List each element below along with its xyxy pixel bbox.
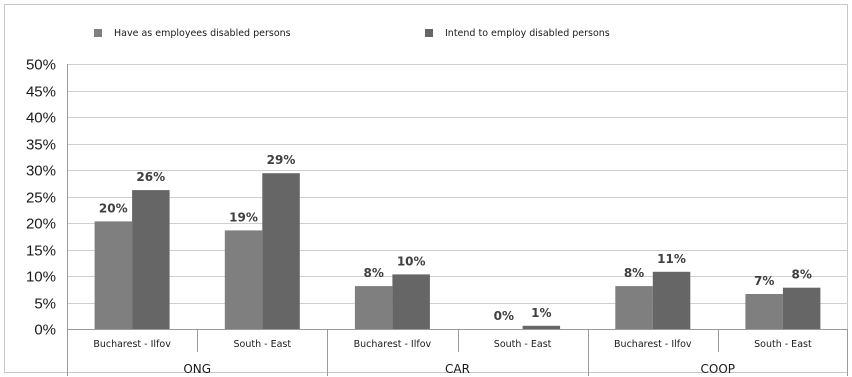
bar	[392, 274, 430, 329]
data-label: 29%	[267, 153, 296, 167]
x-tick-label: South - East	[754, 339, 812, 350]
data-label: 8%	[364, 266, 384, 280]
group-label: COOP	[701, 362, 736, 376]
bar	[132, 190, 170, 329]
bar	[745, 294, 783, 329]
data-label: 8%	[624, 266, 644, 280]
y-tick-label: 35%	[26, 137, 56, 154]
group-label: CAR	[445, 362, 470, 376]
y-tick-label: 20%	[26, 216, 56, 233]
gridlines	[67, 64, 848, 330]
data-label: 11%	[657, 252, 686, 266]
data-label: 8%	[792, 268, 812, 282]
group-label: ONG	[183, 362, 211, 376]
data-label: 26%	[136, 170, 165, 184]
bar	[262, 173, 300, 329]
data-label: 0%	[494, 309, 514, 323]
legend-label: Intend to employ disabled persons	[445, 28, 610, 39]
data-labels: 20% 19% 8% 0% 8% 7% 26% 29% 10% 1% 11% 8%	[99, 153, 812, 323]
x-tick-label: Bucharest - Ilfov	[93, 339, 171, 350]
x-tick-label: South - East	[234, 339, 292, 350]
data-label: 19%	[229, 210, 258, 224]
legend: Have as employees disabled persons Intend…	[94, 28, 610, 39]
bars	[94, 173, 821, 329]
data-label: 7%	[754, 274, 774, 288]
legend-label: Have as employees disabled persons	[114, 28, 291, 39]
y-tick-label: 50%	[26, 57, 56, 74]
x-tick-label: Bucharest - Ilfov	[614, 339, 692, 350]
y-tick-label: 45%	[26, 84, 56, 101]
y-axis: 0% 5% 10% 15% 20% 25% 30% 35% 40% 45% 50%	[26, 57, 68, 339]
legend-swatch	[94, 29, 102, 37]
legend-swatch	[425, 29, 433, 37]
y-tick-label: 40%	[26, 110, 56, 127]
data-label: 20%	[99, 201, 128, 215]
bar	[615, 286, 653, 329]
x-axis: Bucharest - Ilfov South - East ONG Buchares…	[67, 329, 848, 376]
y-tick-label: 0%	[34, 322, 56, 339]
data-label: 10%	[397, 254, 426, 268]
bar	[354, 286, 393, 329]
bar	[522, 325, 561, 329]
y-tick-label: 15%	[26, 243, 56, 260]
bar	[94, 221, 133, 329]
x-tick-label: South - East	[494, 339, 552, 350]
bar	[782, 287, 821, 329]
y-tick-label: 10%	[26, 269, 56, 286]
bar	[652, 271, 691, 329]
bar	[224, 230, 263, 329]
x-tick-label: Bucharest - Ilfov	[354, 339, 432, 350]
data-label: 1%	[531, 306, 551, 320]
y-tick-label: 5%	[34, 296, 56, 313]
y-tick-label: 30%	[26, 163, 56, 180]
y-tick-label: 25%	[26, 190, 56, 207]
